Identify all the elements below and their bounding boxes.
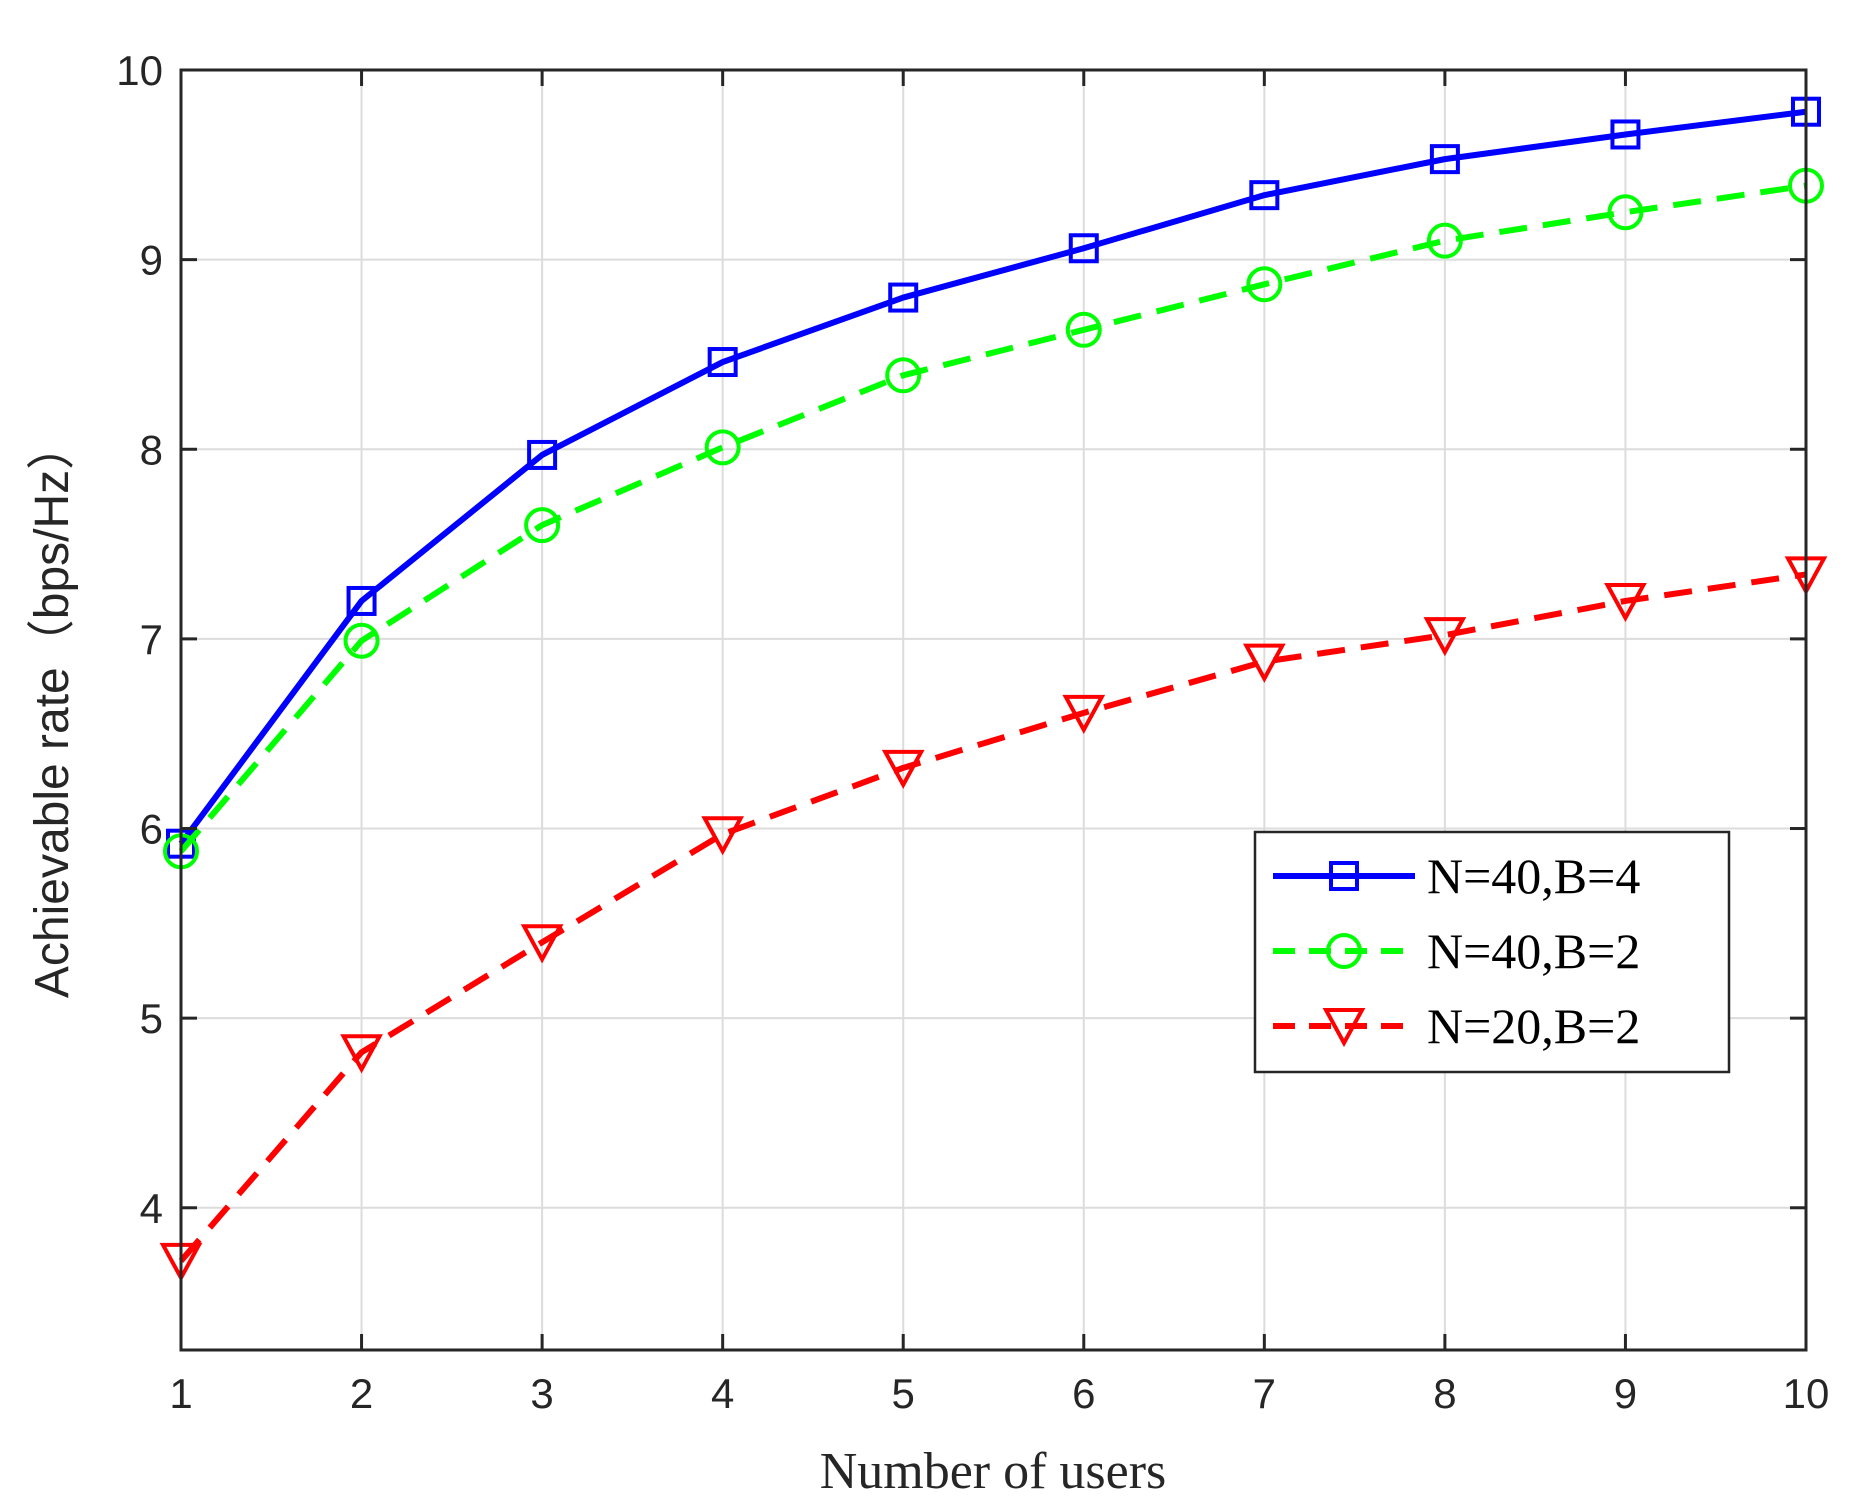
legend-marker (1326, 933, 1362, 969)
grid-lines (180, 69, 1807, 1350)
data-point (1065, 311, 1102, 348)
x-axis-title: Number of users (820, 1443, 1167, 1500)
legend-marker (1322, 1008, 1366, 1048)
data-point (885, 357, 922, 394)
data-point (1246, 266, 1283, 303)
data-point (1610, 119, 1641, 150)
legend-label: N=40,B=4 (1427, 848, 1640, 904)
y-tick-label: 6 (140, 806, 163, 853)
y-tick-label: 8 (140, 426, 163, 473)
data-point (1604, 582, 1647, 623)
legend-item: N=20,B=2 (1273, 998, 1640, 1054)
data-point (704, 429, 741, 466)
data-point (527, 439, 558, 470)
legend: N=40,B=4 N=40,B=2 N=20,B=2 (1253, 830, 1731, 1074)
y-tick-label: 5 (140, 995, 163, 1042)
series-line (178, 571, 1807, 1263)
y-tick-label: 9 (140, 237, 163, 284)
x-tick-label: 3 (530, 1370, 553, 1417)
x-tick-label: 7 (1253, 1370, 1276, 1417)
data-point (888, 282, 919, 313)
series-group (159, 96, 1828, 1283)
x-tick-label: 4 (711, 1370, 734, 1417)
x-tick-label: 8 (1433, 1370, 1456, 1417)
legend-item: N=40,B=4 (1273, 848, 1640, 904)
x-tick-label: 6 (1072, 1370, 1095, 1417)
y-tick-label: 4 (140, 1185, 163, 1232)
legend-marker (1329, 861, 1359, 891)
legend-label: N=40,B=2 (1427, 923, 1640, 979)
series-1 (166, 96, 1821, 859)
data-point (346, 585, 377, 616)
data-point (1426, 222, 1463, 259)
legend-box (1253, 830, 1731, 1074)
data-point (1068, 233, 1099, 264)
legend-label: N=20,B=2 (1427, 998, 1640, 1054)
x-tick-label: 10 (1783, 1370, 1830, 1417)
data-point (1423, 617, 1467, 657)
x-tick-label: 1 (169, 1370, 192, 1417)
data-point (1062, 694, 1106, 735)
data-point (340, 1034, 383, 1074)
legend-item: N=40,B=2 (1273, 923, 1640, 979)
y-tick-label: 7 (140, 616, 163, 663)
data-point (881, 749, 925, 790)
y-axis-title: Achievable rate（bps/Hz） (26, 422, 79, 998)
data-point (707, 347, 738, 378)
x-tick-label: 2 (350, 1370, 373, 1417)
data-point (1249, 180, 1280, 211)
x-tick-label: 9 (1614, 1370, 1637, 1417)
data-point (524, 507, 561, 544)
series-line (178, 108, 1807, 846)
data-point (1607, 194, 1644, 231)
y-tick-label: 10 (116, 47, 163, 94)
data-point (1429, 144, 1460, 175)
series-line (178, 182, 1807, 854)
data-point (343, 622, 380, 659)
data-point (701, 816, 745, 856)
plot-area-frame (179, 68, 1808, 1352)
data-point (520, 924, 564, 964)
x-tick-label: 5 (892, 1370, 915, 1417)
data-point (1242, 643, 1286, 683)
axis-ticks: 1 2 3 4 5 6 7 8 9 10 4 5 6 7 8 9 10 (116, 47, 1829, 1417)
